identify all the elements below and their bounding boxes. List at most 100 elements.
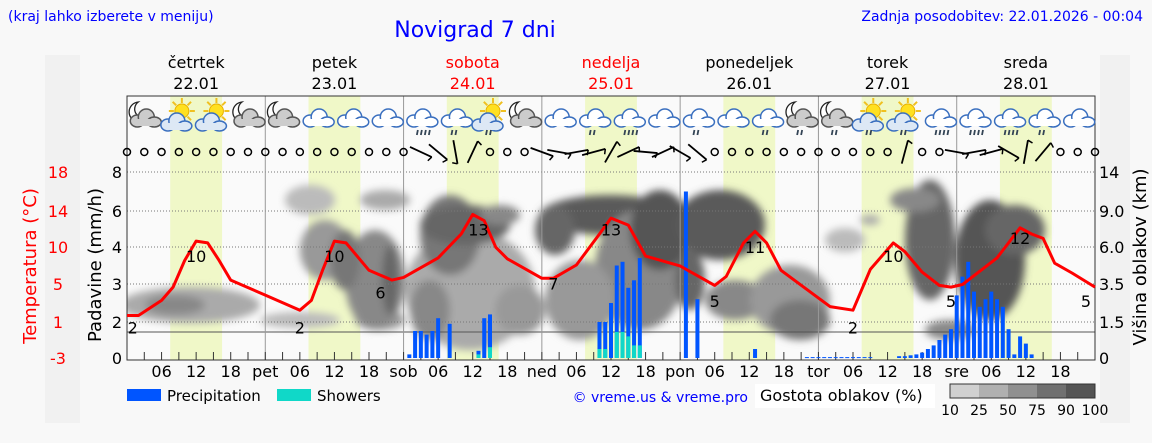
- cloud-shape: [129, 108, 163, 128]
- cloud-body: [274, 119, 293, 126]
- x-tick-label: 12: [186, 362, 206, 381]
- day-date: 24.01: [450, 74, 496, 93]
- x-tick-label: 12: [601, 362, 621, 381]
- calm-wind-icon: [191, 147, 201, 157]
- x-tick-label: 06: [705, 362, 725, 381]
- calm-wind-icon: [174, 147, 184, 157]
- cloud-density-blob: [260, 312, 340, 328]
- precipitation-bar: [418, 331, 423, 358]
- cloud-body: [240, 119, 258, 126]
- temperature-value-label: 6: [375, 283, 385, 302]
- cloud-icon: [717, 108, 750, 128]
- temp-tick-label: 14: [48, 202, 68, 221]
- x-tick-label: 18: [497, 362, 517, 381]
- day-date: 26.01: [726, 74, 772, 93]
- x-tick-label: 18: [774, 362, 794, 381]
- temperature-value-label: 13: [468, 220, 488, 239]
- cloud-scale-label: 90: [1057, 403, 1075, 419]
- credit-link[interactable]: © vreme.us & vreme.pro: [573, 390, 748, 406]
- cloud-scale-swatch: [1066, 384, 1095, 398]
- cloud-shape: [682, 108, 716, 128]
- rain-drop: [419, 129, 423, 136]
- showers-bar: [614, 331, 619, 358]
- sun-ray: [878, 101, 884, 107]
- rain-drop: [588, 129, 592, 136]
- calm-wind-icon: [935, 147, 944, 157]
- x-tick-label: sob: [389, 362, 417, 381]
- rain-drop: [635, 129, 639, 136]
- cloud-body: [585, 119, 604, 126]
- x-tick-label: 18: [635, 362, 655, 381]
- wind-barb-icon: [530, 147, 554, 161]
- precipitation-bar: [989, 291, 994, 358]
- barb-tick: [701, 159, 707, 163]
- calm-wind-icon: [485, 147, 495, 157]
- cloud-rain-icon: [440, 108, 474, 136]
- x-tick-label: 18: [221, 362, 241, 381]
- x-tick-label: 12: [324, 362, 344, 381]
- calm-wind-icon: [382, 147, 391, 157]
- wind-barb-icon: [409, 146, 433, 162]
- rain-drop: [415, 129, 419, 136]
- cloud-shape: [509, 108, 543, 128]
- cloud-density-blob: [860, 215, 880, 225]
- barb-tick: [1001, 148, 1004, 155]
- sun-ray: [497, 101, 503, 107]
- x-tick-label: 12: [1016, 362, 1036, 381]
- cloud-shape: [1028, 108, 1061, 128]
- cloud-body: [931, 119, 950, 126]
- temp-tick-label: 1: [53, 313, 63, 332]
- cloud-shape: [471, 112, 504, 132]
- sun-cloud-rain-icon: [471, 98, 506, 136]
- calm-wind-icon: [157, 147, 166, 157]
- temperature-labels: 2 10 2 10 6 13 7 13 5 11 2 10 5 12 5: [128, 220, 1091, 337]
- precipitation-bar: [488, 314, 492, 358]
- precipitation-bar: [943, 334, 948, 358]
- rain-drop: [899, 129, 903, 136]
- x-tick-label: pon: [665, 362, 695, 381]
- rain-drop: [761, 129, 765, 136]
- temperature-value-label: 10: [883, 247, 903, 266]
- temperature-value-label: 2: [848, 319, 858, 338]
- precipitation-bar: [1018, 336, 1023, 358]
- calm-wind-icon: [140, 147, 149, 157]
- rain-drop: [1007, 129, 1011, 136]
- precipitation-bar: [914, 354, 919, 358]
- precipitation-bar: [597, 322, 602, 358]
- cloud-height-tick-label: 0: [1099, 349, 1109, 368]
- menu-hint-link[interactable]: (kraj lahko izberete v meniju): [8, 9, 214, 25]
- cloud-icon: [371, 108, 405, 128]
- rain-drop: [627, 129, 631, 136]
- calm-wind-icon: [503, 147, 512, 157]
- wind-barb-icon: [979, 148, 1004, 156]
- cloud-shape: [851, 112, 885, 132]
- cloud-scale-label: 75: [1028, 403, 1046, 419]
- temperature-value-label: 5: [1081, 292, 1091, 311]
- calm-wind-icon: [347, 147, 356, 157]
- cloud-rain-icon: [1028, 108, 1061, 136]
- precipitation-bar: [1029, 354, 1034, 358]
- rain-drop: [830, 129, 834, 136]
- barb-tick: [452, 161, 458, 165]
- rain-drop: [450, 129, 454, 136]
- barb-shaft: [466, 140, 479, 164]
- cloud-shape: [160, 112, 193, 132]
- temperature-value-label: 12: [1010, 229, 1030, 248]
- precipitation-bar: [972, 291, 976, 358]
- precipitation-bar: [954, 295, 959, 358]
- calm-wind-icon: [364, 147, 374, 157]
- barb-shaft: [617, 146, 640, 158]
- wind-barb-icon: [604, 141, 621, 163]
- cloud-density-blob: [705, 280, 765, 320]
- cloud-body: [892, 123, 911, 130]
- precipitation-bar: [960, 276, 965, 358]
- axes: 06 12 18 pet 06 12 18 sob 06 12 18 ned 06 12 18 pon 06 12…: [48, 163, 1125, 381]
- rain-drop: [977, 129, 980, 136]
- precipitation-bar: [833, 357, 838, 359]
- precipitation-bar: [1012, 354, 1017, 358]
- precipitation-bar: [626, 287, 631, 358]
- barb-shaft: [979, 148, 1004, 156]
- precip-tick-label: 3: [112, 275, 122, 294]
- precipitation-bar: [482, 318, 487, 358]
- temp-tick-label: 10: [48, 238, 68, 257]
